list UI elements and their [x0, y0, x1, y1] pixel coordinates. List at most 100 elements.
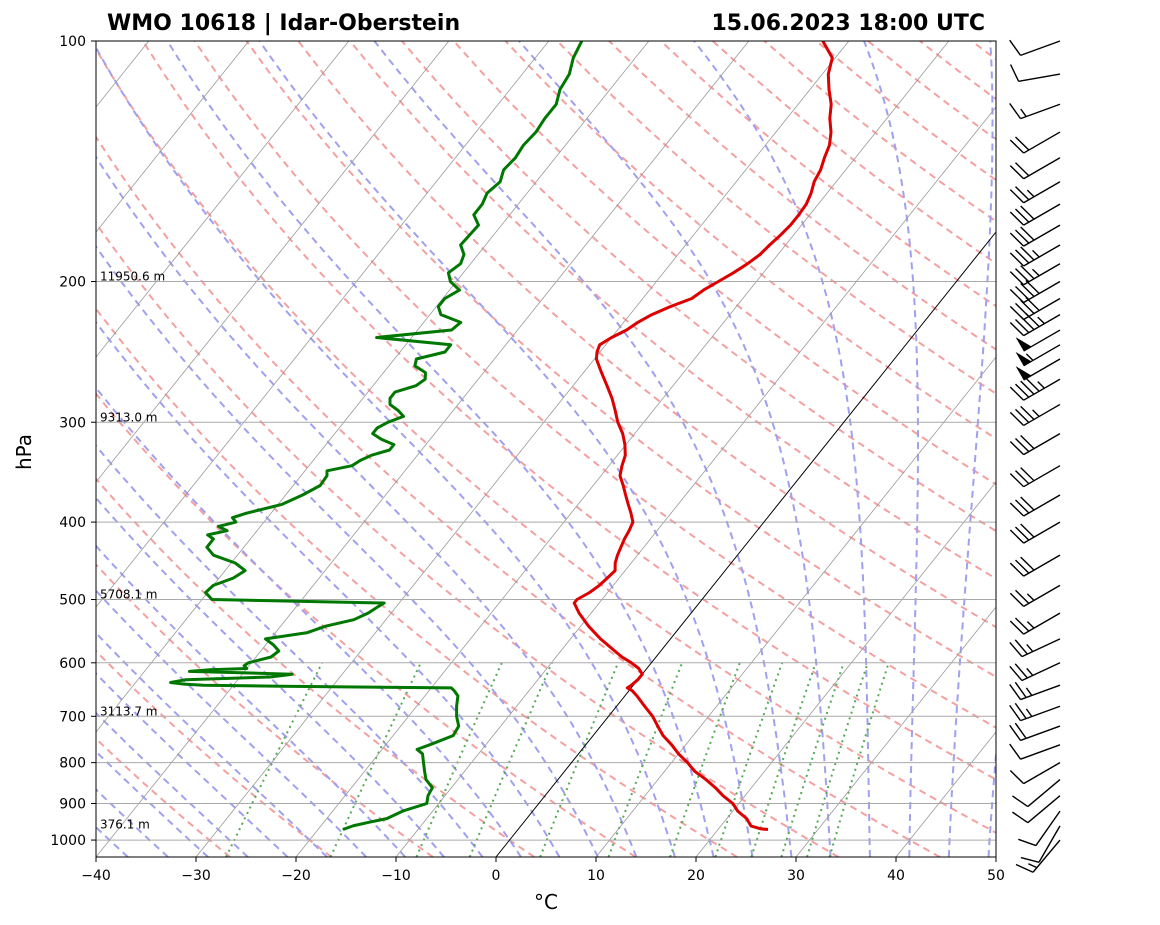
- barb-staff: [1023, 403, 1061, 427]
- moist-adiabat: [96, 155, 638, 857]
- barb-full: [1015, 863, 1034, 873]
- dry-adiabat: [556, 41, 996, 395]
- height-label: 3113.7 m: [100, 704, 158, 718]
- barb-half: [1026, 593, 1035, 601]
- title-right: 15.06.2023 18:00 UTC: [711, 11, 985, 36]
- barb-staff: [1023, 131, 1061, 154]
- dewpoint-line: [169, 41, 584, 831]
- barb-full: [1015, 208, 1030, 223]
- y-tick-label: 900: [59, 797, 86, 813]
- barb-half: [1025, 687, 1033, 696]
- barb-half: [1028, 863, 1038, 869]
- wind-barb: [1009, 584, 1061, 607]
- dry-adiabat: [96, 47, 996, 834]
- dry-adiabat: [245, 41, 996, 678]
- barb-staff: [1020, 40, 1061, 57]
- barb-full: [1009, 288, 1025, 304]
- barb-full: [1015, 383, 1030, 398]
- plot-area: [96, 41, 996, 857]
- barb-half: [1037, 381, 1045, 389]
- barb-staff: [1023, 224, 1061, 247]
- barb-full: [1009, 189, 1025, 204]
- sounding-series: [169, 41, 834, 831]
- barb-half: [1026, 667, 1034, 676]
- dry-adiabat: [297, 41, 996, 629]
- wind-barb: [1009, 662, 1061, 682]
- wind-barb: [1012, 779, 1061, 808]
- dry-adiabat: [452, 41, 996, 486]
- barb-full: [1009, 683, 1022, 700]
- barb-full: [1020, 467, 1035, 482]
- wind-barb: [1020, 825, 1061, 863]
- wind-barb: [1009, 554, 1061, 577]
- barb-full: [1014, 702, 1027, 719]
- mixing-ratio-line: [607, 662, 684, 857]
- isotherms: [96, 41, 996, 857]
- dry-adiabat: [96, 135, 941, 857]
- barb-full: [1020, 496, 1035, 511]
- y-tick-label: 400: [59, 515, 86, 531]
- dry-adiabat: [96, 563, 434, 857]
- barb-full: [1015, 499, 1030, 514]
- isotherm: [96, 41, 650, 733]
- moist-adiabat: [863, 41, 919, 857]
- barb-full: [1015, 617, 1030, 632]
- mixing-ratio-line: [329, 662, 422, 857]
- barb-staff: [1021, 638, 1061, 658]
- barb-staff: [1023, 612, 1061, 635]
- moist-adiabat: [166, 41, 715, 857]
- barb-full: [1009, 620, 1025, 635]
- moist-adiabat: [96, 444, 484, 857]
- dry-adiabat: [349, 41, 996, 580]
- zero-isotherm: [495, 231, 996, 857]
- barb-pennant: [1015, 351, 1032, 366]
- barb-staff: [1023, 433, 1061, 456]
- x-tick-label: 50: [987, 868, 1005, 884]
- x-tick-label: 30: [787, 868, 805, 884]
- wind-barb: [1009, 103, 1061, 120]
- barb-staff: [1023, 314, 1061, 337]
- wind-barb: [1009, 494, 1061, 517]
- wind-barb: [1009, 743, 1061, 760]
- barb-full: [1009, 165, 1025, 180]
- isotherm: [595, 356, 996, 857]
- barb-staff: [1020, 705, 1061, 722]
- barb-full: [1009, 770, 1025, 785]
- height-label: 9313.0 m: [100, 410, 158, 424]
- barb-staff: [1021, 662, 1061, 682]
- isotherm: [96, 41, 350, 358]
- moist-adiabat: [96, 244, 599, 857]
- barb-half: [1026, 621, 1035, 629]
- barb-staff: [1023, 521, 1061, 544]
- wind-barb: [1009, 681, 1061, 701]
- wind-barb: [1009, 638, 1061, 658]
- y-tick-label: 100: [59, 34, 86, 50]
- dry-adiabat: [96, 392, 637, 857]
- dry-adiabat: [142, 41, 996, 781]
- barb-full: [1020, 205, 1035, 220]
- barb-full: [1009, 232, 1025, 247]
- isotherm: [96, 41, 550, 608]
- barb-full: [1009, 529, 1025, 544]
- barb-full: [1015, 285, 1030, 301]
- height-label: 11950.6 m: [100, 270, 165, 284]
- wind-barb: [1009, 612, 1061, 635]
- barb-full: [1015, 559, 1030, 574]
- barb-full: [1009, 641, 1023, 658]
- barb-staff: [1018, 73, 1061, 83]
- barb-pennant: [1015, 337, 1032, 352]
- barb-full: [1015, 589, 1030, 604]
- barb-staff: [1023, 378, 1061, 401]
- moist-adiabat: [518, 41, 832, 857]
- barb-full: [1015, 526, 1030, 541]
- barb-full: [1020, 856, 1040, 863]
- barb-half: [1025, 353, 1034, 361]
- wind-barb: [1009, 131, 1061, 154]
- moist-adiabat: [96, 386, 522, 857]
- isotherm: [96, 41, 450, 483]
- zero-isotherm-line: [495, 231, 996, 857]
- moist-adiabat: [96, 631, 328, 857]
- barb-staff: [1023, 297, 1061, 321]
- moist-adiabat: [96, 496, 445, 857]
- barb-staff: [1023, 584, 1061, 607]
